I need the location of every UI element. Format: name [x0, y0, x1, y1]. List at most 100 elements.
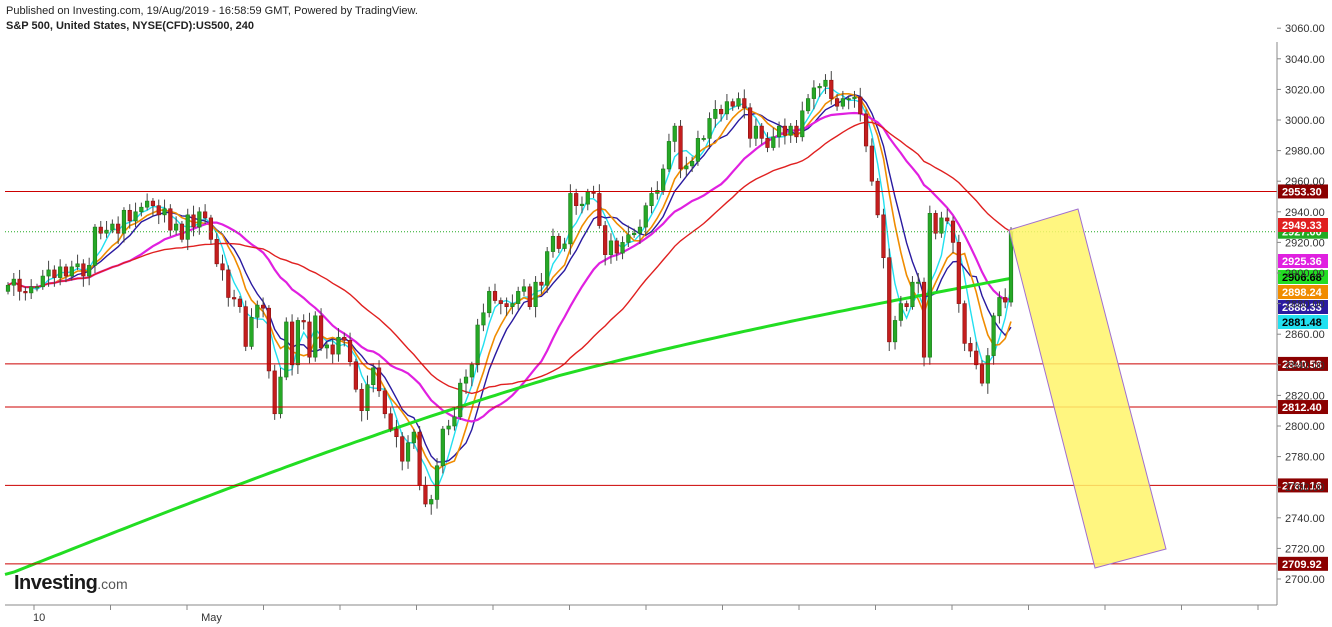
candle [318, 308, 324, 352]
candle [336, 328, 341, 362]
candle [220, 254, 225, 281]
candle-body [133, 211, 138, 222]
candle-body [23, 291, 28, 294]
candle-body [794, 125, 799, 138]
ma-value-label: 2888.33 [1282, 302, 1322, 314]
candle-body [249, 317, 254, 347]
candle [34, 283, 40, 292]
candle-body [869, 145, 874, 182]
moving-averages [4, 87, 1012, 576]
candle-body [214, 239, 219, 265]
ma-value-tag [1278, 300, 1328, 314]
candle-body [405, 442, 411, 462]
ma-cyan-line [7, 87, 1012, 491]
level-tag [1278, 400, 1328, 415]
candle [492, 283, 498, 304]
candle [214, 233, 219, 267]
candle-body [98, 226, 103, 234]
candle-body [429, 499, 434, 505]
candle [713, 100, 718, 128]
candle-body [452, 416, 457, 427]
candle [829, 71, 834, 105]
candle [672, 123, 677, 153]
candle [574, 188, 579, 215]
candle-body [904, 303, 909, 307]
price-axis: 2700.00 2720.00 2740.00 2760.00 2780.00 2800.… [1276, 23, 1325, 605]
candle-body [527, 286, 532, 307]
candle [521, 279, 527, 296]
candle-body [475, 324, 480, 366]
candle-body [637, 226, 643, 234]
candle-body [365, 384, 370, 412]
price-tick-label: 2760.00 [1285, 482, 1325, 494]
candle-body [985, 355, 990, 384]
candle [469, 361, 474, 387]
candle [527, 283, 532, 310]
investing-logo: Investing.com [14, 572, 128, 595]
candle [139, 202, 144, 217]
candle-body [69, 266, 74, 277]
candle [417, 426, 422, 491]
candle [974, 341, 979, 370]
candle-body [956, 242, 961, 304]
candle [394, 419, 399, 448]
candle [510, 294, 515, 315]
candle [568, 184, 573, 255]
candle-body [817, 86, 822, 89]
candle-body [550, 235, 556, 252]
candle [516, 286, 521, 310]
candle [742, 89, 747, 119]
candle [950, 216, 956, 254]
candle-body [719, 108, 724, 115]
candle [736, 92, 741, 110]
candle [643, 202, 648, 237]
candle-body [174, 223, 179, 231]
candle-body [782, 125, 787, 136]
price-tick-label: 2820.00 [1285, 390, 1325, 402]
candle-body [127, 209, 132, 222]
candle-body [933, 213, 938, 234]
candle-body [150, 200, 156, 206]
candle-body [307, 321, 312, 358]
candle [597, 184, 602, 229]
candle-body [620, 242, 625, 254]
price-tick-label: 2900.00 [1285, 268, 1325, 280]
candle-body [608, 240, 614, 255]
candle-body [359, 388, 364, 411]
candle [794, 120, 799, 143]
price-tick-label: 2740.00 [1285, 513, 1325, 525]
candle [208, 214, 214, 244]
candle-body [232, 297, 237, 300]
candle [359, 383, 364, 422]
candle-body [301, 320, 306, 323]
candle [284, 317, 289, 381]
candle [910, 276, 915, 310]
candle-body [11, 278, 16, 286]
candle-body [968, 343, 973, 352]
candle [289, 314, 295, 376]
candle [788, 123, 793, 143]
candle [805, 93, 811, 114]
candle-body [168, 208, 173, 231]
candle-body [730, 101, 735, 107]
candle [759, 123, 764, 145]
candle [330, 338, 335, 364]
candle-body [284, 321, 289, 378]
candle-body [753, 125, 758, 139]
candle [684, 156, 689, 177]
candle-body [626, 234, 631, 243]
candle [295, 317, 300, 374]
price-tick-label: 3000.00 [1285, 115, 1325, 127]
candle [110, 219, 115, 234]
candle-body [185, 214, 190, 240]
candle-body [75, 263, 80, 268]
candle-body [748, 107, 753, 139]
candle [98, 220, 103, 240]
ma-value-tag [1278, 254, 1328, 268]
candle [730, 98, 735, 111]
level-tag-label: 2812.40 [1282, 402, 1322, 414]
candle [858, 87, 863, 122]
level-tag-label: 2709.92 [1282, 559, 1322, 571]
candle [150, 198, 156, 217]
